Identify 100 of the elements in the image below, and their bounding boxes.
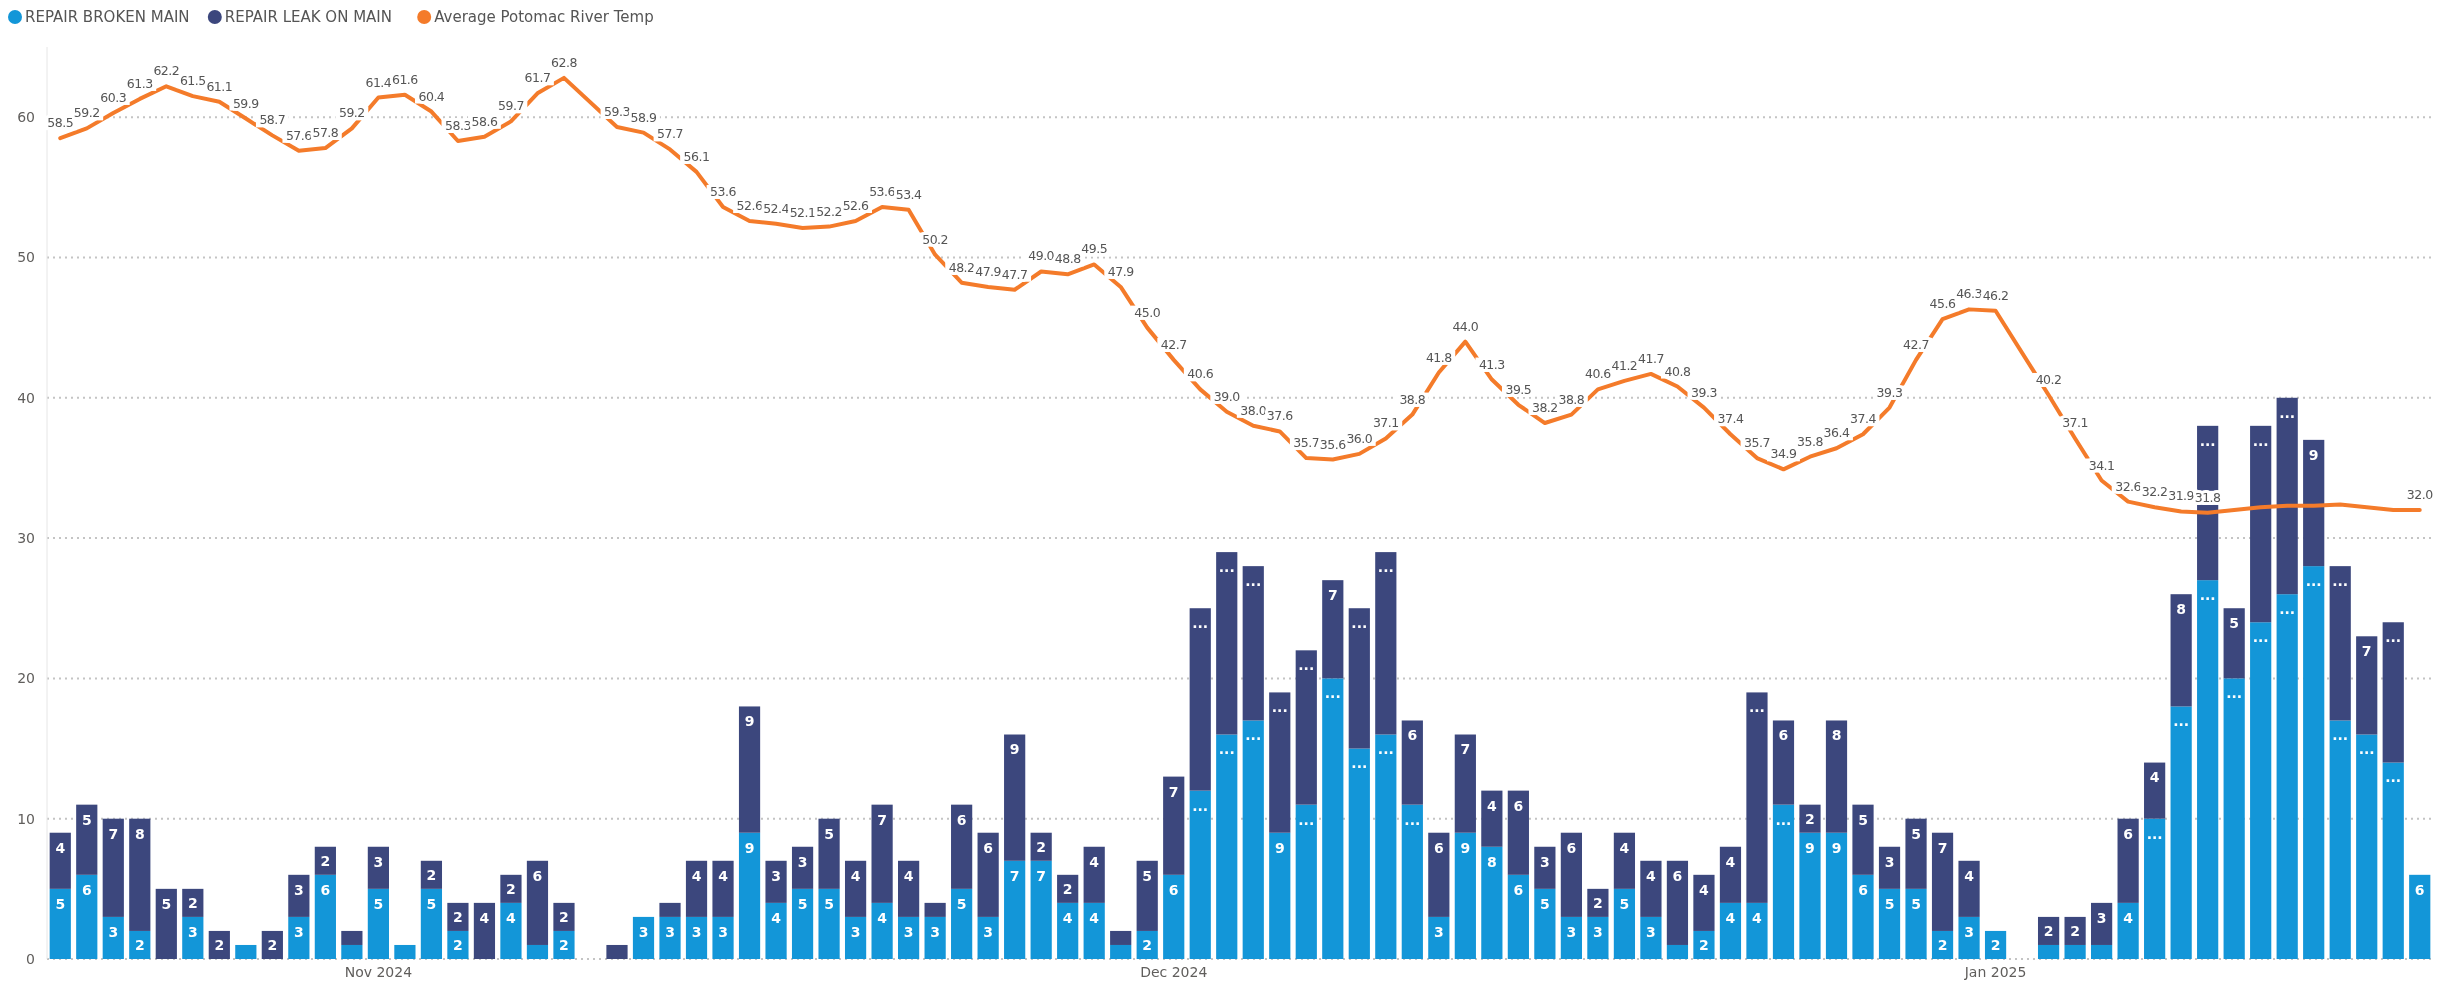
data-label: 9 (1009, 741, 1020, 758)
bar (1110, 944, 1132, 959)
bar (2117, 818, 2139, 903)
data-label: 49.0 (1028, 248, 1055, 264)
bar (898, 916, 920, 959)
data-label: 4 (1646, 867, 1657, 884)
data-label: 60.4 (418, 88, 445, 104)
data-label: 4 (1619, 839, 1630, 856)
data-label: 3 (1964, 923, 1974, 940)
data-label: 49.5 (1081, 241, 1108, 257)
data-label: 8 (2176, 601, 2187, 618)
bar (1189, 790, 1211, 959)
data-label: 4 (850, 867, 861, 884)
bar (1295, 650, 1317, 805)
bar (1799, 832, 1821, 959)
bar (314, 874, 336, 959)
bar (1693, 874, 1715, 931)
data-label: 2 (559, 908, 569, 925)
bar (1534, 888, 1556, 959)
data-label: 4 (903, 867, 914, 884)
data-label: 61.3 (126, 75, 153, 91)
bar (1905, 888, 1927, 959)
bar (898, 860, 920, 917)
bar (712, 916, 734, 959)
bar (1216, 552, 1238, 735)
bar (685, 916, 708, 959)
bar (1454, 832, 1476, 959)
data-label: 2 (134, 936, 145, 953)
bar (341, 930, 363, 945)
bar (2223, 678, 2245, 959)
bar (553, 930, 575, 959)
bar (871, 804, 893, 903)
bar (1242, 566, 1264, 721)
data-label: 2 (1593, 894, 1603, 911)
bar (102, 818, 124, 917)
data-label: 5 (1911, 825, 1921, 842)
bar (129, 818, 151, 931)
y-tick-label: 10 (17, 810, 35, 827)
data-label: 59.3 (604, 103, 630, 119)
bar (2382, 622, 2404, 763)
bar (2117, 902, 2139, 959)
data-label: 2 (426, 866, 437, 883)
data-label: 58.9 (630, 109, 657, 125)
data-label: 7 (1460, 741, 1471, 758)
bar (1322, 580, 1344, 679)
data-label: 2 (320, 852, 331, 869)
data-label: 2 (1805, 810, 1815, 827)
bar (1878, 888, 1901, 959)
data-label: 4 (1486, 797, 1497, 814)
bar (1719, 902, 1742, 959)
data-label: 41.3 (1478, 356, 1505, 372)
bar (1799, 804, 1821, 833)
data-label: ... (1192, 797, 1209, 814)
data-label: 40.6 (1187, 366, 1214, 382)
bar (1587, 916, 1609, 959)
data-label: 3 (771, 867, 781, 884)
y-tick-label: 30 (17, 529, 35, 546)
data-label: 50.2 (922, 231, 949, 247)
data-label: 3 (1433, 923, 1444, 940)
bar (1269, 692, 1291, 833)
data-label: 3 (2096, 909, 2107, 926)
data-label: 47.9 (1107, 263, 1135, 279)
data-label: 4 (479, 909, 490, 926)
data-label: 6 (1168, 881, 1179, 898)
data-label: 8 (1831, 727, 1842, 744)
bar (2382, 762, 2404, 959)
data-label: 2 (453, 936, 463, 953)
bar (1693, 930, 1715, 959)
data-label: 3 (1646, 923, 1656, 940)
bar (1242, 720, 1264, 959)
bar (1666, 944, 1689, 959)
data-label: 39.0 (1213, 388, 1241, 404)
data-label: ... (2358, 741, 2375, 758)
data-label: 4 (1725, 853, 1736, 870)
bar (1481, 846, 1503, 959)
data-label: ... (2279, 404, 2296, 421)
data-label: 8 (134, 825, 145, 842)
bar (951, 888, 973, 959)
data-label: 56.1 (683, 148, 710, 164)
data-label: 4 (1752, 909, 1763, 926)
data-label: 6 (1858, 881, 1868, 898)
data-label: 35.8 (1797, 433, 1824, 449)
data-label: 6 (1513, 881, 1524, 898)
data-label: ... (2226, 685, 2243, 702)
data-label: 57.6 (285, 127, 313, 143)
bar (2303, 439, 2325, 567)
bar (1348, 608, 1370, 749)
data-label: 4 (771, 909, 782, 926)
bar (871, 902, 893, 959)
data-label: 42.7 (1903, 336, 1929, 352)
data-label: 9 (744, 839, 755, 856)
data-label: 40.8 (1664, 363, 1691, 379)
bar (1083, 846, 1105, 903)
bar (606, 944, 628, 959)
data-label: 61.4 (365, 74, 392, 90)
data-label: 5 (1884, 895, 1895, 912)
bar (2409, 874, 2431, 959)
data-label: 6 (1566, 839, 1577, 856)
bar (1216, 734, 1238, 959)
bar (1428, 916, 1450, 959)
